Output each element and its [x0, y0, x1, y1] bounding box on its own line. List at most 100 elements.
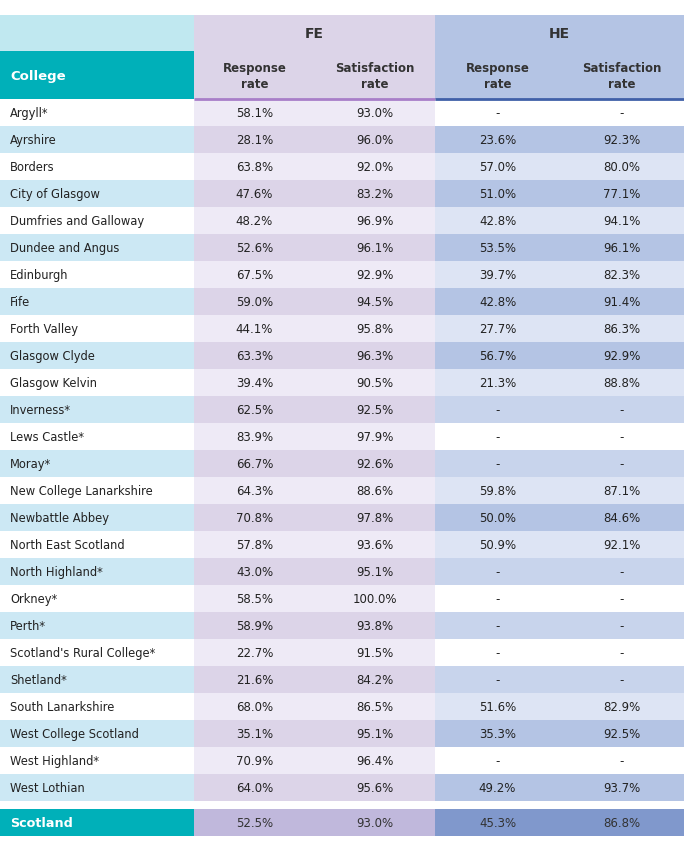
- Bar: [435, 747, 560, 774]
- Text: 52.5%: 52.5%: [236, 816, 273, 829]
- Text: 93.7%: 93.7%: [603, 781, 641, 794]
- Bar: [560, 315, 684, 343]
- Bar: [315, 504, 435, 532]
- Bar: [0, 315, 194, 343]
- Bar: [315, 666, 435, 694]
- Text: 27.7%: 27.7%: [479, 323, 516, 336]
- Bar: [560, 585, 684, 613]
- Bar: [0, 504, 194, 532]
- Bar: [315, 234, 435, 262]
- Text: 68.0%: 68.0%: [236, 700, 273, 713]
- Text: West Highland*: West Highland*: [10, 754, 99, 767]
- Bar: [560, 747, 684, 774]
- Bar: [560, 694, 684, 720]
- Text: 39.4%: 39.4%: [236, 377, 273, 389]
- Bar: [435, 343, 560, 370]
- Bar: [194, 127, 315, 154]
- Bar: [315, 343, 435, 370]
- Text: Shetland*: Shetland*: [10, 673, 67, 686]
- Bar: [560, 423, 684, 451]
- Bar: [435, 613, 560, 639]
- Bar: [0, 477, 194, 504]
- Bar: [194, 154, 315, 181]
- Text: -: -: [620, 106, 624, 120]
- Text: 90.5%: 90.5%: [356, 377, 393, 389]
- Text: 95.6%: 95.6%: [356, 781, 393, 794]
- Bar: [435, 423, 560, 451]
- Text: 100.0%: 100.0%: [353, 592, 397, 605]
- Text: 82.9%: 82.9%: [603, 700, 641, 713]
- Text: 58.5%: 58.5%: [236, 592, 273, 605]
- Text: Argyll*: Argyll*: [10, 106, 49, 120]
- Text: 96.3%: 96.3%: [356, 349, 393, 363]
- Bar: [560, 532, 684, 558]
- Text: 59.0%: 59.0%: [236, 296, 273, 308]
- Bar: [435, 774, 560, 801]
- Bar: [0, 396, 194, 423]
- Bar: [435, 234, 560, 262]
- Bar: [560, 289, 684, 315]
- Text: Dumfries and Galloway: Dumfries and Galloway: [10, 215, 144, 227]
- Bar: [194, 181, 315, 208]
- Bar: [315, 315, 435, 343]
- Text: Moray*: Moray*: [10, 458, 51, 470]
- Bar: [0, 181, 194, 208]
- Text: 92.3%: 92.3%: [603, 134, 641, 147]
- Bar: [560, 809, 684, 836]
- Text: Ayrshire: Ayrshire: [10, 134, 57, 147]
- Text: 57.0%: 57.0%: [479, 161, 516, 174]
- Text: -: -: [620, 619, 624, 632]
- Text: Inverness*: Inverness*: [10, 404, 71, 417]
- Bar: [435, 477, 560, 504]
- Text: 42.8%: 42.8%: [479, 215, 516, 227]
- Bar: [560, 774, 684, 801]
- Text: FE: FE: [305, 27, 324, 41]
- Text: 88.6%: 88.6%: [356, 485, 393, 498]
- Text: Orkney*: Orkney*: [10, 592, 57, 605]
- Text: 50.9%: 50.9%: [479, 538, 516, 551]
- Text: 70.9%: 70.9%: [236, 754, 273, 767]
- Bar: [0, 289, 194, 315]
- Text: -: -: [495, 646, 500, 659]
- Text: 39.7%: 39.7%: [479, 268, 516, 282]
- Text: 64.3%: 64.3%: [236, 485, 273, 498]
- Bar: [315, 532, 435, 558]
- Text: 92.5%: 92.5%: [603, 727, 641, 740]
- Bar: [194, 100, 315, 127]
- Bar: [315, 477, 435, 504]
- Bar: [0, 666, 194, 694]
- Text: City of Glasgow: City of Glasgow: [10, 187, 100, 201]
- Text: 95.8%: 95.8%: [356, 323, 393, 336]
- Text: 63.8%: 63.8%: [236, 161, 273, 174]
- Text: 86.3%: 86.3%: [603, 323, 640, 336]
- Bar: [560, 720, 684, 747]
- Bar: [435, 694, 560, 720]
- Bar: [435, 585, 560, 613]
- Text: Satisfaction
rate: Satisfaction rate: [335, 61, 415, 90]
- Text: 96.1%: 96.1%: [356, 242, 394, 255]
- Bar: [435, 809, 560, 836]
- Text: 48.2%: 48.2%: [236, 215, 273, 227]
- Text: 58.9%: 58.9%: [236, 619, 273, 632]
- Bar: [315, 774, 435, 801]
- Bar: [0, 585, 194, 613]
- Text: 86.5%: 86.5%: [356, 700, 393, 713]
- Text: Satisfaction
rate: Satisfaction rate: [582, 61, 661, 90]
- Text: Edinburgh: Edinburgh: [10, 268, 68, 282]
- Bar: [0, 154, 194, 181]
- Bar: [194, 532, 315, 558]
- Bar: [0, 343, 194, 370]
- Bar: [315, 423, 435, 451]
- Bar: [315, 558, 435, 585]
- Bar: [435, 289, 560, 315]
- Bar: [435, 532, 560, 558]
- Bar: [560, 100, 684, 127]
- Text: 62.5%: 62.5%: [236, 404, 273, 417]
- Bar: [435, 208, 560, 234]
- Bar: [435, 315, 560, 343]
- Bar: [194, 343, 315, 370]
- Text: 92.5%: 92.5%: [356, 404, 393, 417]
- Bar: [560, 613, 684, 639]
- Bar: [435, 52, 684, 100]
- Bar: [435, 504, 560, 532]
